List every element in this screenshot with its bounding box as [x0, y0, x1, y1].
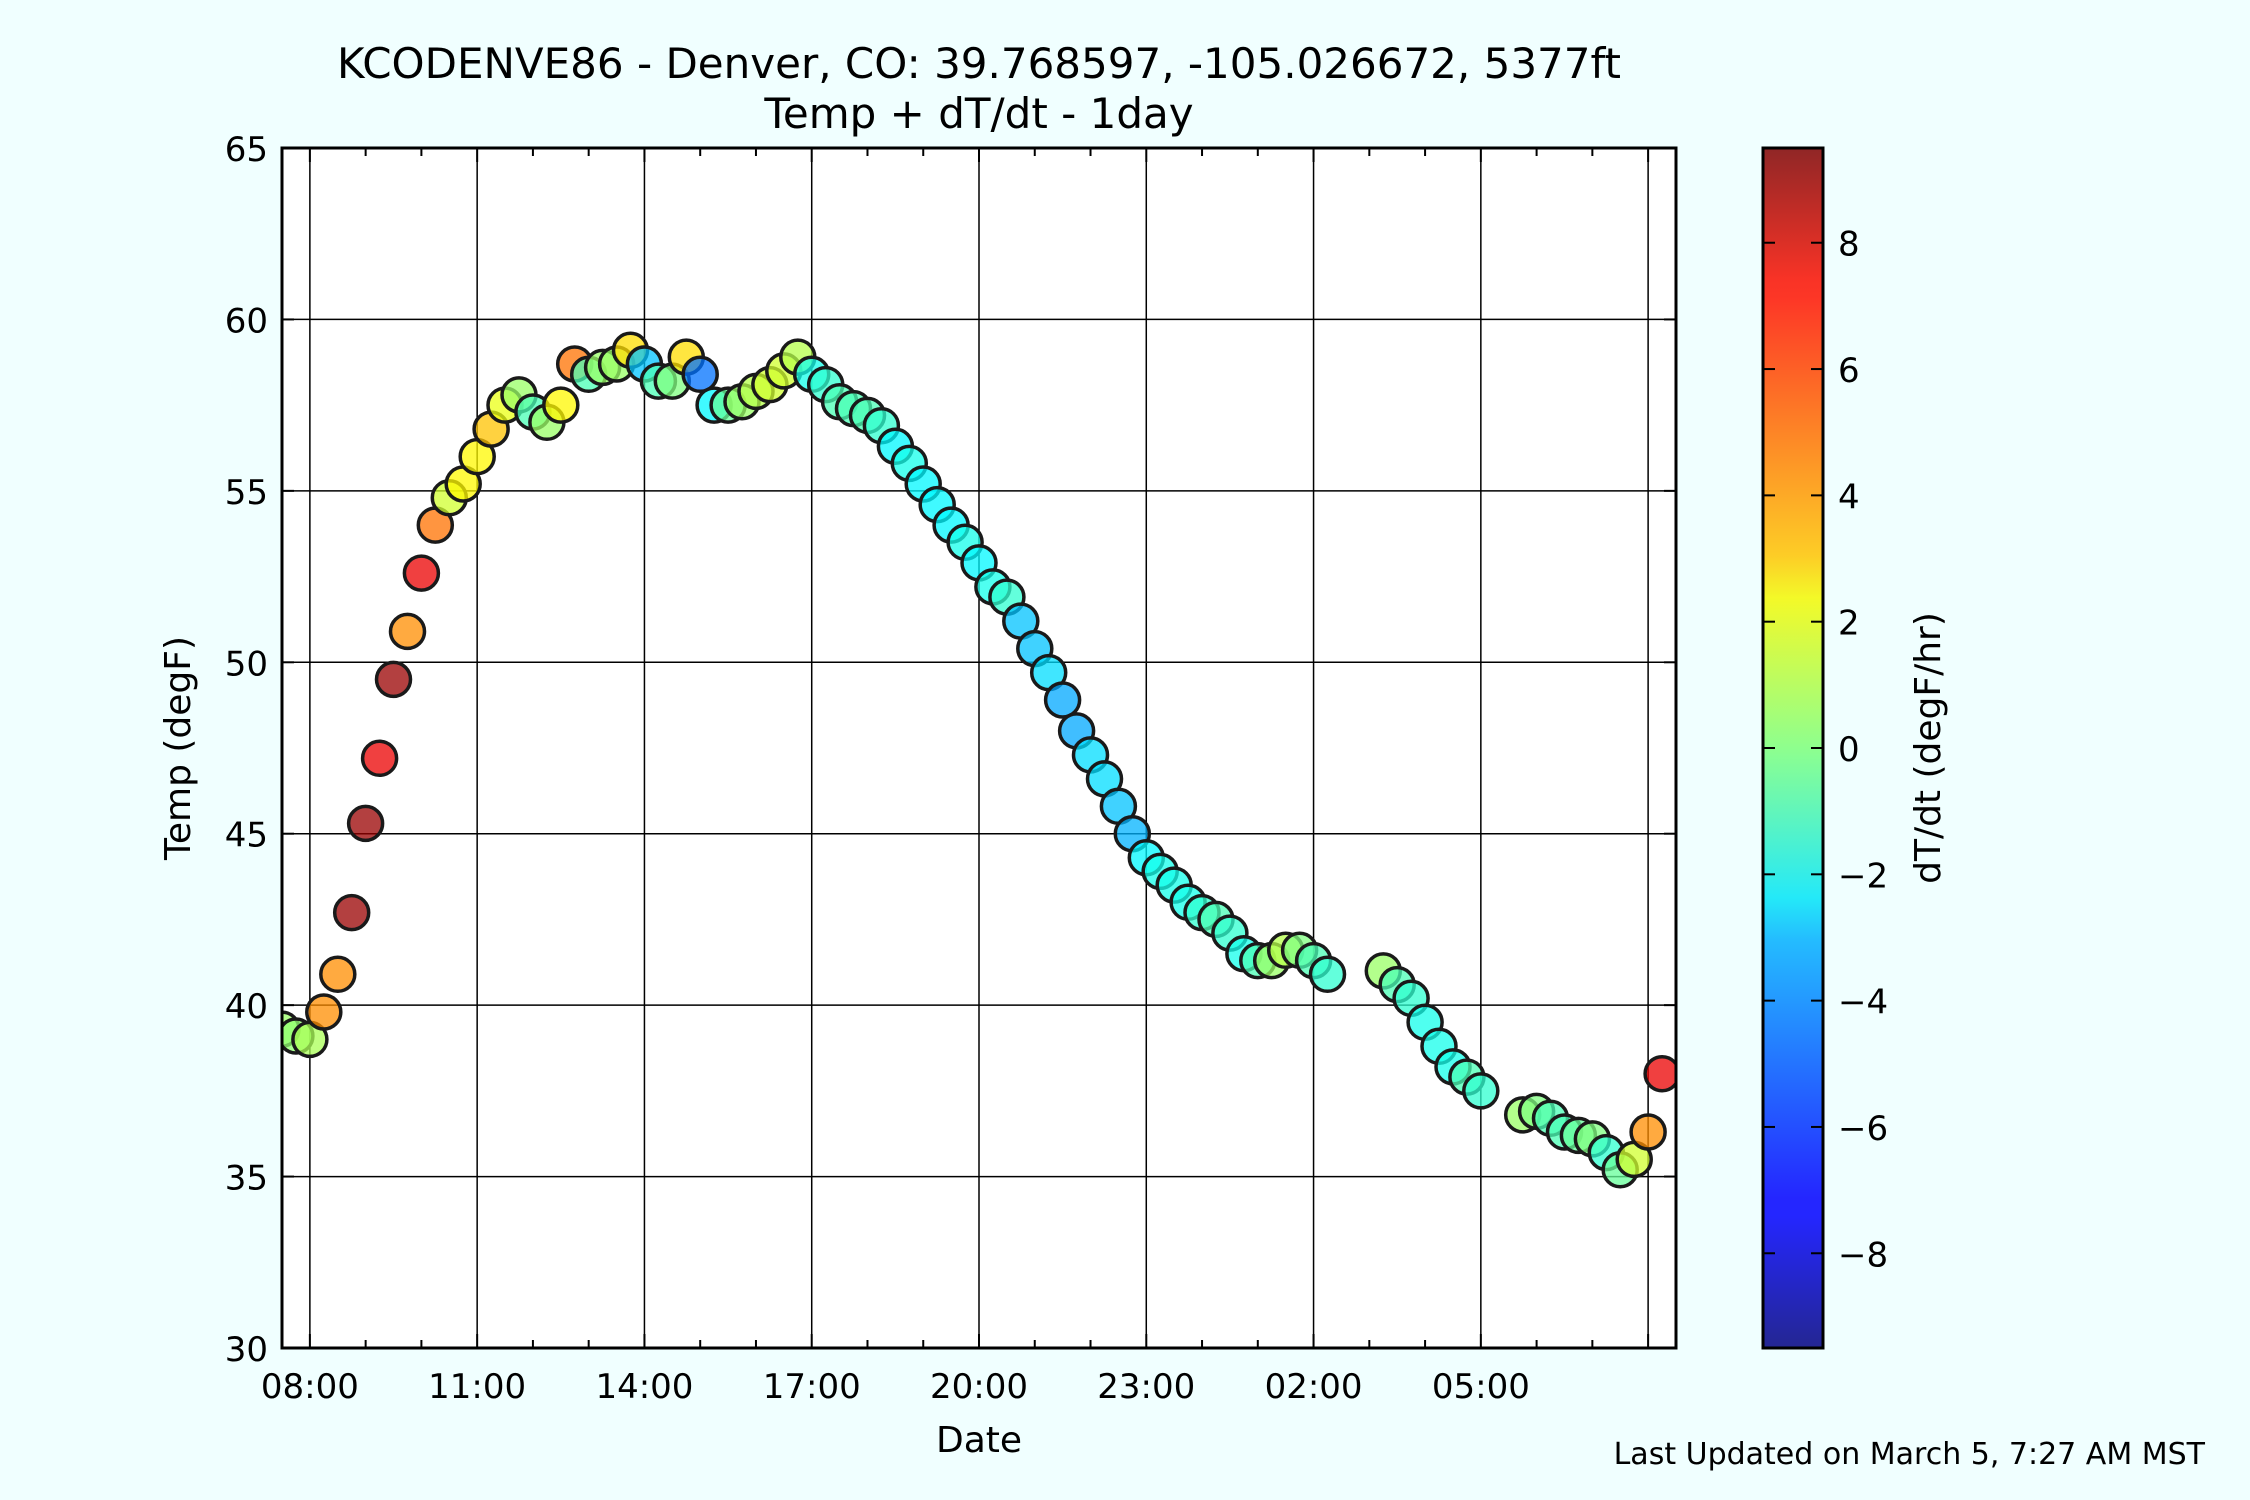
data-point [319, 955, 357, 994]
y-tick-label: 60 [225, 301, 268, 341]
colorbar-tick-label: 0 [1838, 730, 1860, 770]
chart-title: KCODENVE86 - Denver, CO: 39.768597, -105… [337, 39, 1621, 88]
data-point [1643, 1054, 1676, 1093]
axis-ticks: 30 35 40 45 50 55 60 65 08:00 11:00 14:00 17:00 20:0… [225, 130, 1676, 1407]
data-point [360, 739, 399, 778]
data-point [305, 993, 343, 1031]
y-tick-label: 40 [225, 987, 268, 1027]
x-axis-label: Date [936, 1420, 1022, 1461]
chart-subtitle: Temp + dT/dt - 1day [763, 89, 1193, 138]
data-point [332, 893, 371, 932]
y-tick-label: 65 [225, 130, 268, 170]
x-tick-label: 02:00 [1265, 1367, 1363, 1407]
x-tick-label: 14:00 [595, 1367, 693, 1407]
data-point [542, 386, 580, 424]
x-tick-label: 23:00 [1097, 1367, 1195, 1407]
last-updated-text: Last Updated on March 5, 7:27 AM MST [1614, 1437, 2206, 1472]
data-point [1629, 1113, 1667, 1151]
x-tick-label: 11:00 [428, 1367, 526, 1407]
colorbar-label: dT/dt (degF/hr) [1908, 612, 1949, 884]
colorbar-tick-label: 8 [1838, 225, 1860, 265]
y-tick-label: 30 [225, 1330, 268, 1370]
data-point [681, 355, 719, 394]
colorbar-tick-label: −6 [1838, 1109, 1888, 1149]
colorbar-tick-label: 4 [1838, 477, 1860, 517]
colorbar-tick-label: −4 [1838, 983, 1888, 1023]
data-point [1043, 681, 1082, 719]
data-point [1308, 955, 1347, 994]
data-point [388, 612, 427, 651]
y-tick-label: 45 [225, 816, 268, 856]
colorbar-tick-label: 6 [1838, 351, 1860, 391]
x-tick-label: 17:00 [763, 1367, 861, 1407]
colorbar-ticks: −8 −6 −4 −2 0 2 4 6 8 [1763, 225, 1888, 1275]
colorbar-tick-label: 2 [1838, 604, 1860, 644]
data-points [282, 331, 1676, 1189]
x-tick-label: 20:00 [930, 1367, 1028, 1407]
x-tick-label: 08:00 [261, 1367, 359, 1407]
y-axis-label: Temp (degF) [158, 636, 199, 861]
y-tick-label: 55 [225, 473, 268, 513]
data-point [374, 660, 413, 699]
data-point [1462, 1072, 1500, 1110]
colorbar-tick-label: −2 [1838, 856, 1888, 896]
y-tick-label: 35 [225, 1159, 268, 1199]
colorbar-tick-label: −8 [1838, 1235, 1888, 1275]
data-point [346, 804, 385, 843]
y-tick-label: 50 [225, 644, 268, 684]
data-point [402, 554, 441, 592]
x-tick-label: 05:00 [1432, 1367, 1530, 1407]
